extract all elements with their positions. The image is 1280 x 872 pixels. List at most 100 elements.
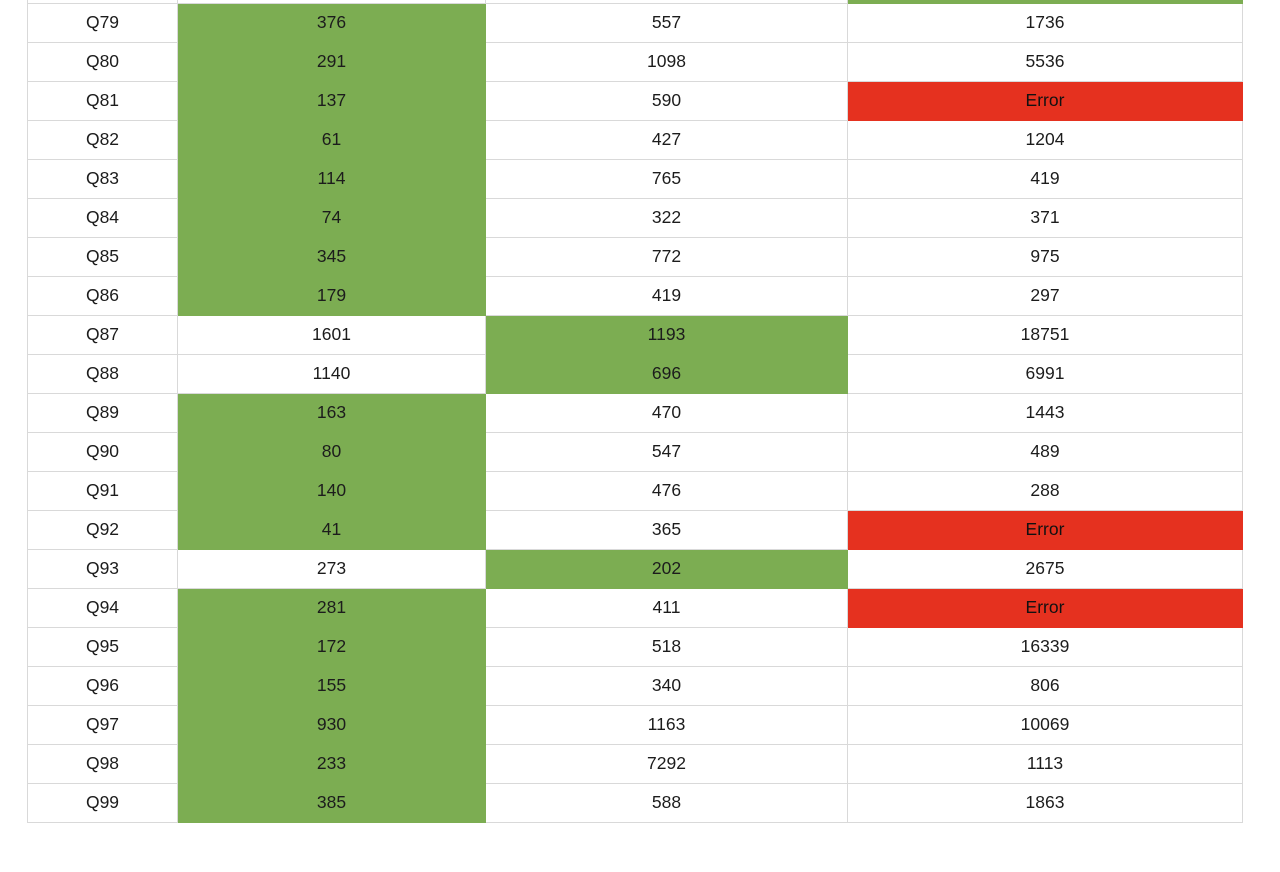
value-cell: 1113 (847, 743, 1243, 784)
table-row: Q79 376 557 1736 (27, 2, 1243, 43)
value-cell: 10069 (847, 704, 1243, 745)
highlighted-value-cell: 696 (485, 353, 848, 394)
table-row: Q96 155 340 806 (27, 665, 1243, 706)
value-cell: 1163 (485, 704, 848, 745)
highlighted-value-cell: 179 (177, 275, 486, 316)
table-row: Q99 385 588 1863 (27, 782, 1243, 823)
highlighted-value-cell: 41 (177, 509, 486, 550)
row-label-cell: Q95 (27, 626, 178, 667)
results-table-body: Q79 376 557 1736 Q80 291 1098 5536 Q81 137 590 Erro… (27, 0, 1243, 823)
row-label-cell: Q87 (27, 314, 178, 355)
row-label-cell: Q90 (27, 431, 178, 472)
value-cell: 273 (177, 548, 486, 589)
value-cell: 765 (485, 158, 848, 199)
results-table: Q79 376 557 1736 Q80 291 1098 5536 Q81 137 590 Erro… (27, 0, 1243, 823)
table-row: Q95 172 518 16339 (27, 626, 1243, 667)
row-label-cell: Q82 (27, 119, 178, 160)
highlighted-value-cell: 137 (177, 80, 486, 121)
value-cell: 806 (847, 665, 1243, 706)
value-cell: 322 (485, 197, 848, 238)
value-cell: 419 (485, 275, 848, 316)
value-cell: 6991 (847, 353, 1243, 394)
table-row: Q93 273 202 2675 (27, 548, 1243, 589)
row-label-cell: Q85 (27, 236, 178, 277)
table-row: Q90 80 547 489 (27, 431, 1243, 472)
row-label-cell: Q79 (27, 2, 178, 43)
value-cell: 5536 (847, 41, 1243, 82)
value-cell: 518 (485, 626, 848, 667)
value-cell: 16339 (847, 626, 1243, 667)
highlighted-value-cell: 281 (177, 587, 486, 628)
table-row: Q86 179 419 297 (27, 275, 1243, 316)
row-label-cell: Q99 (27, 782, 178, 823)
row-label-cell: Q88 (27, 353, 178, 394)
value-cell: 547 (485, 431, 848, 472)
highlighted-value-cell: 385 (177, 782, 486, 823)
row-label-cell: Q93 (27, 548, 178, 589)
table-row: Q85 345 772 975 (27, 236, 1243, 277)
highlighted-value-cell: 61 (177, 119, 486, 160)
table-row: Q88 1140 696 6991 (27, 353, 1243, 394)
value-cell: 1736 (847, 2, 1243, 43)
table-row: Q94 281 411 Error (27, 587, 1243, 628)
highlighted-value-cell: 140 (177, 470, 486, 511)
highlighted-value-cell: 291 (177, 41, 486, 82)
row-label-cell: Q84 (27, 197, 178, 238)
value-cell: 411 (485, 587, 848, 628)
highlighted-value-cell: 930 (177, 704, 486, 745)
value-cell: 297 (847, 275, 1243, 316)
row-label-cell: Q80 (27, 41, 178, 82)
table-row: Q89 163 470 1443 (27, 392, 1243, 433)
value-cell: 590 (485, 80, 848, 121)
highlighted-value-cell: 80 (177, 431, 486, 472)
table-row: Q81 137 590 Error (27, 80, 1243, 121)
row-label-cell: Q97 (27, 704, 178, 745)
value-cell: 557 (485, 2, 848, 43)
table-row: Q83 114 765 419 (27, 158, 1243, 199)
highlighted-value-cell: 1193 (485, 314, 848, 355)
table-row: Q87 1601 1193 18751 (27, 314, 1243, 355)
highlighted-value-cell: 202 (485, 548, 848, 589)
highlighted-value-cell: 233 (177, 743, 486, 784)
highlighted-value-cell: 345 (177, 236, 486, 277)
value-cell: 588 (485, 782, 848, 823)
row-label-cell: Q98 (27, 743, 178, 784)
value-cell: 476 (485, 470, 848, 511)
value-cell: 975 (847, 236, 1243, 277)
highlighted-value-cell: 114 (177, 158, 486, 199)
row-label-cell: Q92 (27, 509, 178, 550)
value-cell: 18751 (847, 314, 1243, 355)
table-row: Q97 930 1163 10069 (27, 704, 1243, 745)
value-cell: 1601 (177, 314, 486, 355)
row-label-cell: Q83 (27, 158, 178, 199)
value-cell: 371 (847, 197, 1243, 238)
row-label-cell: Q89 (27, 392, 178, 433)
table-row: Q91 140 476 288 (27, 470, 1243, 511)
value-cell: 365 (485, 509, 848, 550)
value-cell: 288 (847, 470, 1243, 511)
row-label-cell: Q86 (27, 275, 178, 316)
table-row: Q80 291 1098 5536 (27, 41, 1243, 82)
error-cell: Error (847, 587, 1243, 628)
highlighted-value-cell: 163 (177, 392, 486, 433)
value-cell: 2675 (847, 548, 1243, 589)
value-cell: 489 (847, 431, 1243, 472)
error-cell: Error (847, 509, 1243, 550)
table-row: Q82 61 427 1204 (27, 119, 1243, 160)
value-cell: 1140 (177, 353, 486, 394)
value-cell: 7292 (485, 743, 848, 784)
table-row: Q92 41 365 Error (27, 509, 1243, 550)
value-cell: 340 (485, 665, 848, 706)
table-row: Q98 233 7292 1113 (27, 743, 1243, 784)
value-cell: 1204 (847, 119, 1243, 160)
value-cell: 419 (847, 158, 1243, 199)
value-cell: 470 (485, 392, 848, 433)
highlighted-value-cell: 155 (177, 665, 486, 706)
value-cell: 1863 (847, 782, 1243, 823)
row-label-cell: Q81 (27, 80, 178, 121)
value-cell: 427 (485, 119, 848, 160)
row-label-cell: Q96 (27, 665, 178, 706)
row-label-cell: Q94 (27, 587, 178, 628)
error-cell: Error (847, 80, 1243, 121)
